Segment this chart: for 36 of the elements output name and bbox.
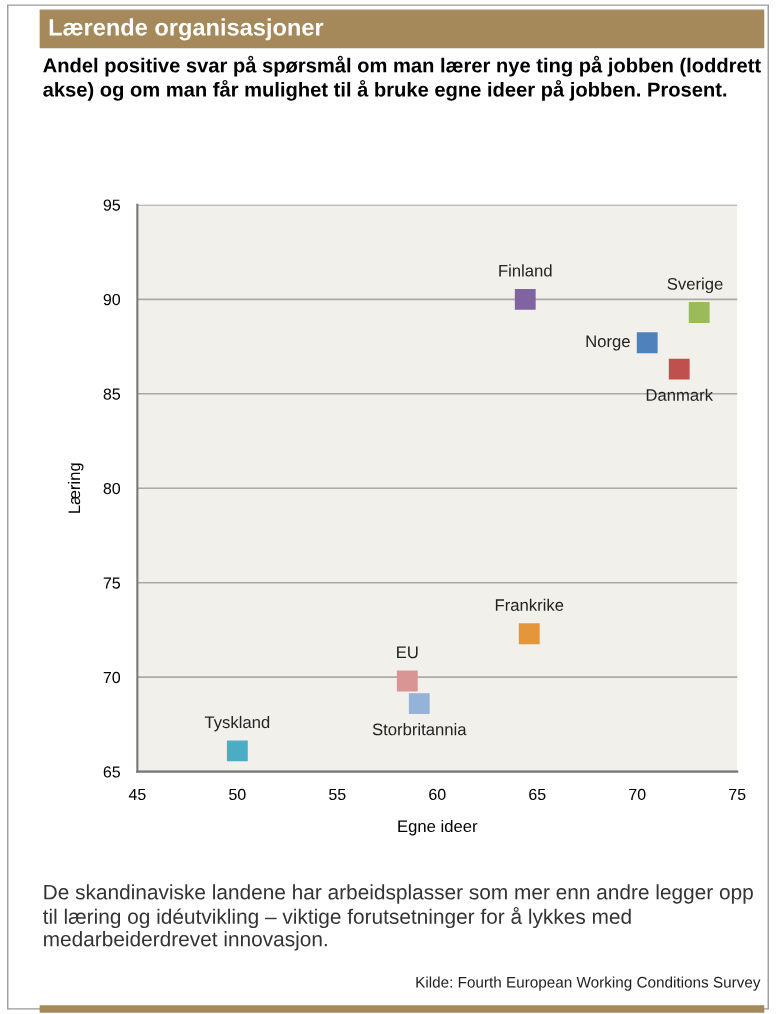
point (514, 288, 536, 310)
y-tick-label: 85 (103, 388, 121, 400)
series-label: EU (397, 646, 418, 659)
text: Kilde: Fourth European Working Conditions Survey (416, 976, 761, 991)
y-tick-label: 70 (103, 671, 121, 684)
text: De skandinaviske landene har arbeidsplasser som mer enn andre legger opp til læring og idéutvikling – viktige forutsetninger for å lykkes med medarbeiderdrevet innovasjon. (43, 884, 753, 951)
point (396, 670, 418, 692)
x-tick-label: 60 (429, 788, 446, 801)
x-tick-label: 70 (629, 788, 646, 801)
x-tick-label: 75 (729, 788, 746, 801)
y-tick-label: 80 (103, 482, 121, 495)
series-label: Norge (586, 335, 630, 351)
series-label: Tyskland (204, 715, 270, 732)
series-label: Frankrike (495, 598, 564, 611)
series-label: Sverige (667, 277, 723, 294)
point (518, 623, 540, 645)
chart-title: Lærende organisasjoner (49, 18, 324, 41)
point (226, 740, 248, 762)
series-label: Finland (499, 264, 552, 277)
series-label: Storbritannia (372, 723, 467, 736)
x-axis-title: Egne ideer (398, 819, 478, 836)
y-tick-label: 95 (103, 199, 121, 211)
x-tick-label: 50 (229, 788, 246, 801)
x-tick-label: 65 (529, 788, 546, 801)
y-axis-title: Læring (67, 463, 84, 513)
x-tick-label: 55 (329, 788, 346, 801)
point (668, 358, 690, 380)
point (408, 693, 430, 715)
point (688, 302, 710, 323)
chart-subtitle: Andel positive svar på spørsmål om man lærer nye ting på jobben (loddrett akse) og om man får mulighet til å bruke egne ideer på jobben. Prosent. (43, 55, 761, 101)
y-tick-label: 90 (103, 293, 121, 306)
y-tick-label: 65 (103, 766, 121, 778)
series-label: Danmark (646, 388, 714, 401)
x-tick-label: 45 (128, 788, 146, 801)
point (636, 332, 658, 354)
y-tick-label: 75 (103, 577, 121, 589)
